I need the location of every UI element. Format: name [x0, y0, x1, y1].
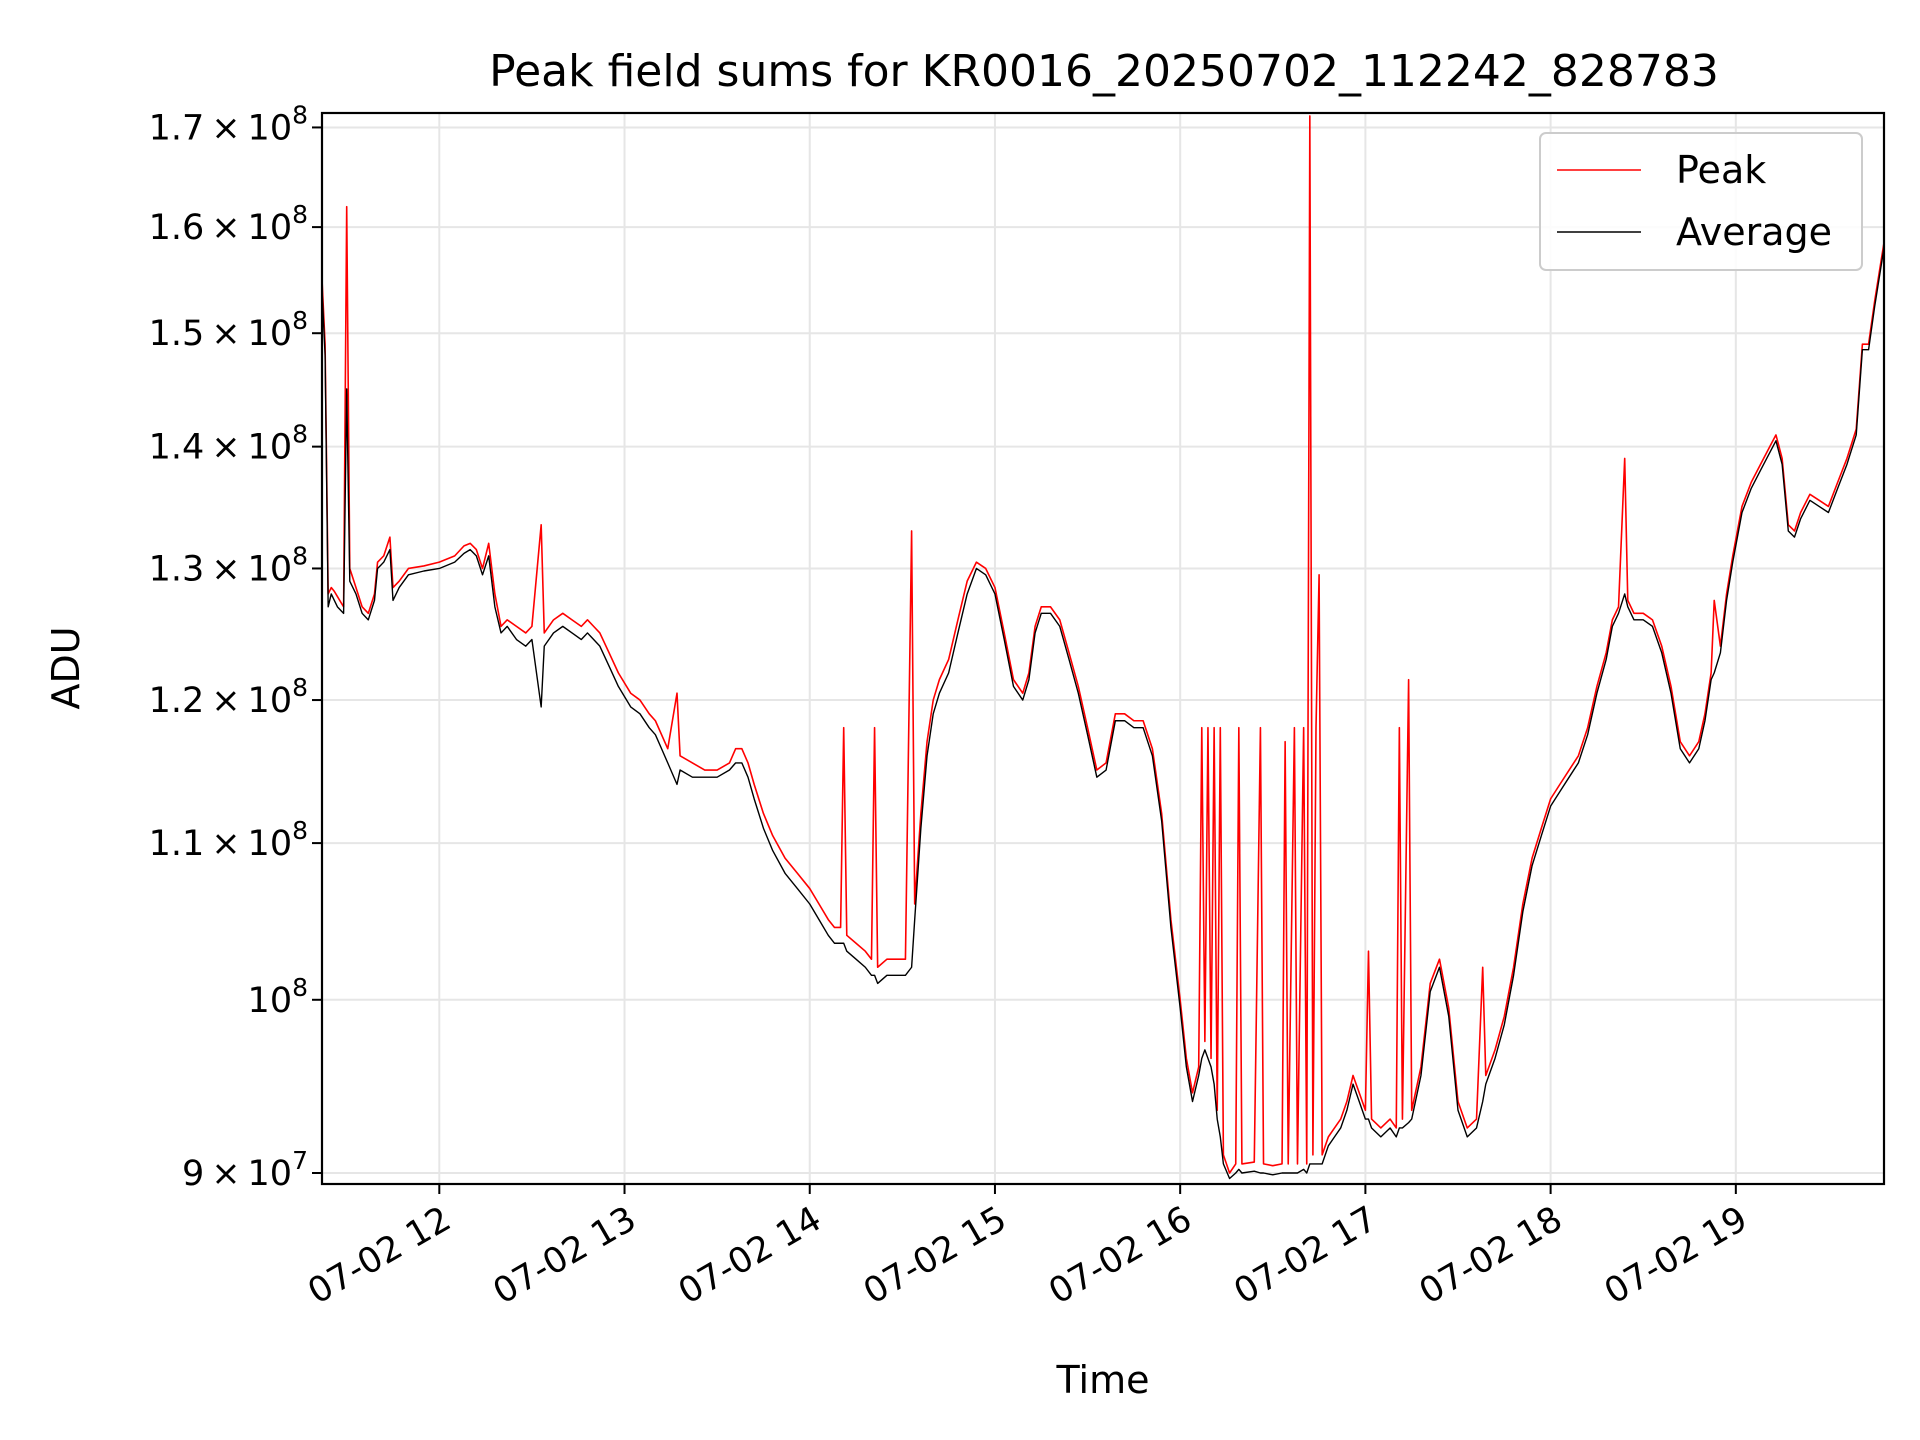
y-tick-base: 1.7 × 10: [149, 108, 293, 148]
y-tick-label: 1.2 × 108: [149, 673, 308, 721]
y-tick-exponent: 8: [292, 306, 308, 335]
y-tick-exponent: 8: [292, 673, 308, 702]
y-tick-label: 1.4 × 108: [149, 420, 308, 468]
y-tick-label: 1.5 × 108: [149, 306, 308, 354]
y-tick-base: 10: [248, 981, 293, 1021]
legend-label: Average: [1676, 210, 1832, 254]
y-tick-label: 108: [248, 973, 308, 1021]
y-tick-exponent: 8: [292, 420, 308, 449]
y-tick-label: 1.6 × 108: [149, 200, 308, 248]
y-tick-base: 1.6 × 10: [149, 208, 293, 248]
grid: [322, 113, 1884, 1184]
y-tick-exponent: 8: [292, 816, 308, 845]
y-tick-base: 1.5 × 10: [149, 314, 293, 354]
series-line-peak: [322, 115, 1884, 1174]
y-tick-base: 1.3 × 10: [149, 549, 293, 589]
y-tick-label: 1.7 × 108: [149, 100, 308, 148]
y-tick-exponent: 7: [292, 1146, 308, 1175]
chart-title: Peak field sums for KR0016_20250702_1122…: [489, 46, 1719, 97]
legend: Peak Average: [1539, 132, 1863, 271]
y-tick-exponent: 8: [292, 973, 308, 1002]
y-tick-exponent: 8: [292, 541, 308, 570]
x-axis-label: Time: [1056, 1358, 1150, 1402]
series-layer: [322, 115, 1884, 1180]
y-axis-label: ADU: [44, 626, 88, 709]
y-tick-base: 1.2 × 10: [149, 681, 293, 721]
y-tick-label: 1.1 × 108: [149, 816, 308, 864]
y-tick-label: 1.3 × 108: [149, 541, 308, 589]
series-line-average: [322, 247, 1884, 1180]
plot-frame: [320, 111, 1886, 1186]
y-tick-base: 1.4 × 10: [149, 428, 293, 468]
y-tick-base: 1.1 × 10: [149, 824, 293, 864]
y-tick-label: 9 × 107: [182, 1146, 308, 1194]
y-tick-exponent: 8: [292, 100, 308, 129]
y-tick-base: 9 × 10: [182, 1154, 292, 1194]
legend-label: Peak: [1676, 148, 1766, 192]
legend-box: [1539, 132, 1863, 271]
y-tick-exponent: 8: [292, 200, 308, 229]
